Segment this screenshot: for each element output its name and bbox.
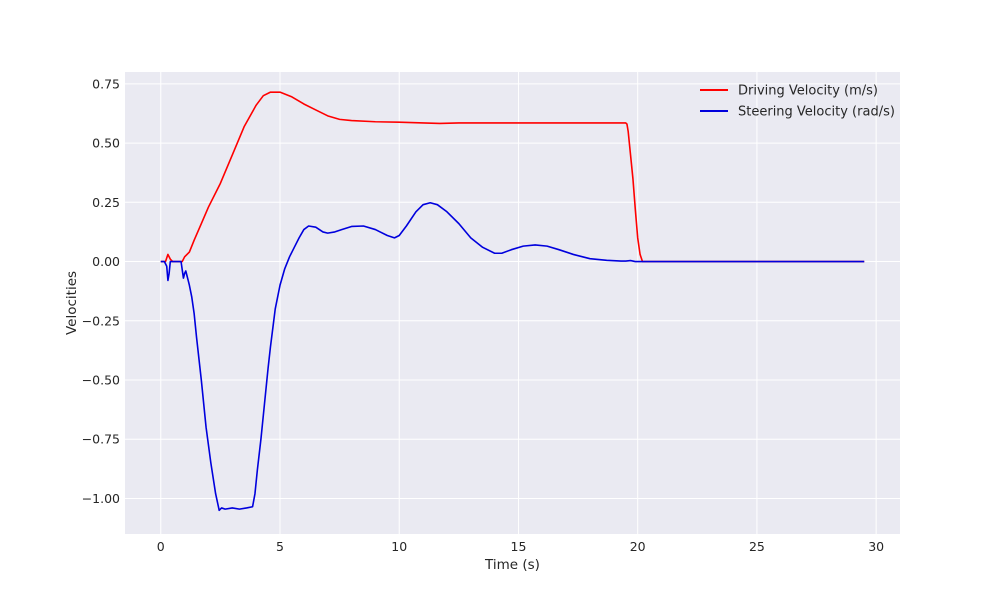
x-tick-labels: 0 5 10 15 20 25 30 bbox=[157, 539, 884, 554]
y-tick-label: 0.50 bbox=[92, 136, 120, 151]
y-axis-label: Velocities bbox=[64, 271, 80, 335]
x-tick-label: 15 bbox=[511, 539, 527, 554]
x-tick-label: 30 bbox=[868, 539, 884, 554]
steering-velocity-line bbox=[160, 201, 865, 512]
y-tick-label: 0.75 bbox=[92, 76, 120, 91]
legend-label: Steering Velocity (rad/s) bbox=[738, 105, 895, 120]
x-tick-label: 10 bbox=[391, 539, 407, 554]
y-tick-labels: 0.75 0.50 0.25 0.00 −0.25 −0.50 −0.75 −1.00 bbox=[82, 76, 120, 506]
legend: Driving Velocity (m/s) Steering Velocity … bbox=[700, 84, 895, 120]
legend-label: Driving Velocity (m/s) bbox=[738, 84, 878, 99]
driving-velocity-line bbox=[160, 91, 865, 263]
y-tick-label: −0.25 bbox=[82, 313, 120, 328]
y-tick-label: −0.75 bbox=[82, 432, 120, 447]
series-lines bbox=[160, 91, 865, 512]
y-tick-label: 0.25 bbox=[92, 195, 120, 210]
y-tick-label: −0.50 bbox=[82, 373, 120, 388]
plot-background bbox=[125, 72, 900, 534]
grid-lines bbox=[125, 72, 900, 534]
y-tick-label: 0.00 bbox=[92, 254, 120, 269]
x-tick-label: 25 bbox=[749, 539, 765, 554]
x-tick-label: 0 bbox=[157, 539, 165, 554]
x-tick-label: 20 bbox=[630, 539, 646, 554]
x-axis-label: Time (s) bbox=[484, 557, 540, 573]
y-tick-label: −1.00 bbox=[82, 491, 120, 506]
x-tick-label: 5 bbox=[276, 539, 284, 554]
